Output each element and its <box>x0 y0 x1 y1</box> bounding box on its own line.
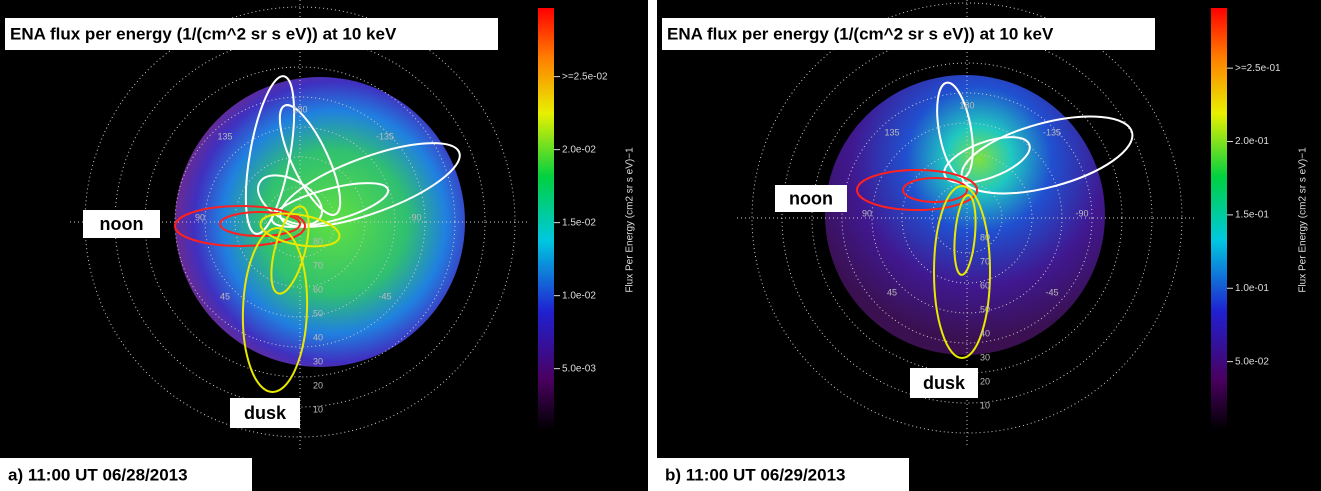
colorbar-tick-label: 2.0e-01 <box>1235 136 1269 147</box>
colorbar-label: Flux Per Energy (cm2 sr s eV)−1 <box>625 147 636 293</box>
azimuth-label: -90 <box>408 212 421 222</box>
colorbar-tick-label: 1.0e-02 <box>562 290 596 301</box>
latitude-label: 10 <box>313 404 323 414</box>
colorbar-tick-label: 5.0e-03 <box>562 363 596 374</box>
colorbar-tick-label: 5.0e-02 <box>1235 356 1269 367</box>
latitude-label: 20 <box>313 380 323 390</box>
latitude-label: 50 <box>313 308 323 318</box>
azimuth-label: 45 <box>220 291 230 301</box>
latitude-label: 80 <box>980 232 990 242</box>
region-label: dusk <box>923 373 966 393</box>
azimuth-label: -45 <box>378 291 391 301</box>
azimuth-label: 90 <box>195 212 205 222</box>
latitude-label: 60 <box>313 284 323 294</box>
azimuth-label: -45 <box>1045 287 1058 297</box>
colorbar-tick-label: >=2.5e-01 <box>1235 63 1281 74</box>
latitude-label: 30 <box>313 356 323 366</box>
latitude-label: 70 <box>980 256 990 266</box>
latitude-label: 40 <box>313 332 323 342</box>
colorbar-tick-label: 2.0e-02 <box>562 144 596 155</box>
colorbar-tick-label: 1.5e-02 <box>562 217 596 228</box>
latitude-label: 50 <box>980 304 990 314</box>
azimuth-label: -135 <box>376 131 394 141</box>
panel-title: ENA flux per energy (1/(cm^2 sr s eV)) a… <box>667 24 1054 43</box>
latitude-label: 30 <box>980 352 990 362</box>
colorbar-tick-label: 1.0e-01 <box>1235 283 1269 294</box>
colorbar-tick-label: >=2.5e-02 <box>562 71 608 82</box>
colorbar <box>538 8 554 430</box>
region-label: dusk <box>244 403 287 423</box>
latitude-label: 20 <box>980 376 990 386</box>
colorbar <box>1211 8 1227 430</box>
latitude-label: 40 <box>980 328 990 338</box>
panel-caption: b) 11:00 UT 06/29/2013 <box>665 465 846 484</box>
azimuth-label: -135 <box>1043 127 1061 137</box>
region-label: noon <box>100 214 144 234</box>
azimuth-label: -90 <box>1075 208 1088 218</box>
azimuth-label: 135 <box>884 127 899 137</box>
panel-title: ENA flux per energy (1/(cm^2 sr s eV)) a… <box>10 24 397 43</box>
region-label: noon <box>789 188 833 208</box>
latitude-label: 60 <box>980 280 990 290</box>
colorbar-tick-label: 1.5e-01 <box>1235 210 1269 221</box>
latitude-label: 80 <box>313 236 323 246</box>
latitude-label: 70 <box>313 260 323 270</box>
azimuth-label: 45 <box>887 287 897 297</box>
panel: 180 135 -135 90 -90 45 -45 80 70 60 50 40 30 20 10 noon… <box>657 0 1321 491</box>
figure: 180 135 -135 90 -90 45 -45 80 70 60 50 40 30 20 10 noon… <box>0 0 1321 491</box>
azimuth-label: 180 <box>959 100 974 110</box>
azimuth-label: 90 <box>862 208 872 218</box>
latitude-label: 10 <box>980 400 990 410</box>
colorbar-label: Flux Per Energy (cm2 sr s eV)−1 <box>1298 147 1309 293</box>
azimuth-label: 135 <box>217 131 232 141</box>
panel-caption: a) 11:00 UT 06/28/2013 <box>8 465 188 484</box>
azimuth-label: 180 <box>292 104 307 114</box>
panel: 180 135 -135 90 -90 45 -45 80 70 60 50 40 30 20 10 noon… <box>0 0 648 491</box>
